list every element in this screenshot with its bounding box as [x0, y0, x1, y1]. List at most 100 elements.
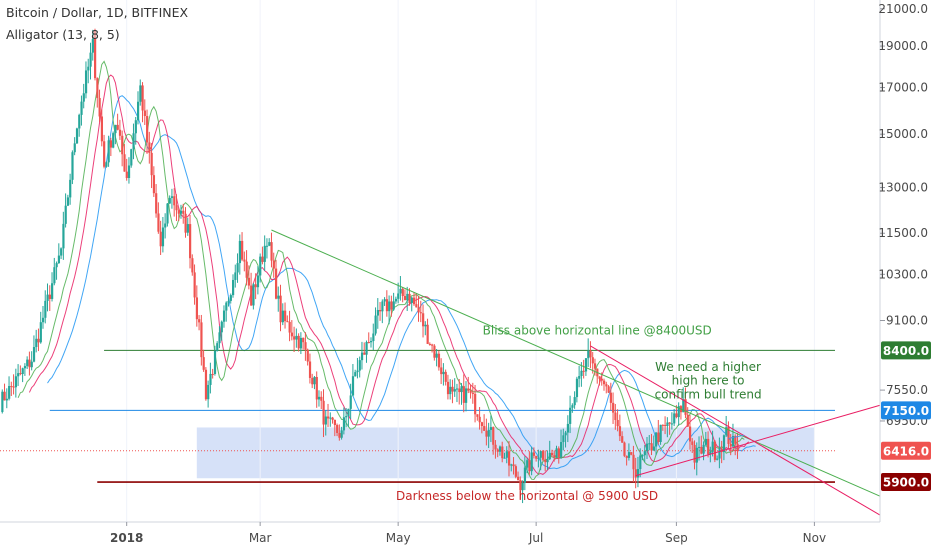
- candle-body[interactable]: [489, 427, 493, 430]
- candle-body[interactable]: [700, 446, 703, 454]
- candle-body[interactable]: [485, 430, 488, 437]
- candle-body[interactable]: [161, 227, 165, 247]
- candle-body[interactable]: [204, 369, 208, 400]
- candle-body[interactable]: [322, 400, 325, 425]
- candle-body[interactable]: [3, 391, 6, 401]
- candle-body[interactable]: [293, 336, 296, 340]
- candle-body[interactable]: [202, 357, 205, 370]
- candle-body[interactable]: [290, 332, 294, 337]
- candle-body[interactable]: [141, 85, 144, 111]
- candle-body[interactable]: [340, 430, 343, 438]
- candle-body[interactable]: [517, 476, 520, 480]
- candle-body[interactable]: [417, 307, 420, 313]
- candle-body[interactable]: [107, 140, 110, 163]
- candle-body[interactable]: [213, 350, 217, 374]
- candle-body[interactable]: [412, 297, 416, 305]
- candle-body[interactable]: [507, 451, 511, 466]
- candle-body[interactable]: [496, 449, 499, 452]
- candle-body[interactable]: [75, 128, 79, 144]
- candle-body[interactable]: [363, 352, 366, 355]
- candle-body[interactable]: [336, 424, 339, 433]
- candle-body[interactable]: [645, 443, 649, 452]
- candle-body[interactable]: [10, 385, 13, 387]
- candle-body[interactable]: [94, 39, 97, 79]
- candle-body[interactable]: [471, 392, 475, 394]
- candle-body[interactable]: [69, 179, 72, 198]
- candle-body[interactable]: [245, 261, 248, 278]
- candle-body[interactable]: [112, 133, 115, 148]
- candle-body[interactable]: [225, 302, 228, 311]
- candle-body[interactable]: [532, 452, 536, 456]
- candle-body[interactable]: [243, 259, 246, 262]
- candle-body[interactable]: [655, 432, 658, 447]
- candle-body[interactable]: [675, 413, 678, 418]
- candle-body[interactable]: [707, 438, 710, 455]
- candle-body[interactable]: [668, 422, 671, 424]
- candle-body[interactable]: [331, 417, 334, 420]
- candle-body[interactable]: [116, 124, 119, 130]
- candle-body[interactable]: [159, 231, 162, 247]
- candle-body[interactable]: [627, 452, 631, 458]
- candle-body[interactable]: [612, 402, 615, 413]
- candle-body[interactable]: [562, 435, 565, 443]
- trendline[interactable]: [635, 404, 881, 477]
- candle-body[interactable]: [435, 353, 438, 358]
- candle-body[interactable]: [320, 396, 323, 401]
- trendline[interactable]: [590, 345, 881, 516]
- price-label-badge[interactable]: [881, 441, 931, 460]
- candle-body[interactable]: [632, 454, 635, 470]
- candle-body[interactable]: [342, 417, 346, 431]
- candle-body[interactable]: [580, 370, 583, 377]
- candle-body[interactable]: [553, 455, 556, 458]
- candle-body[interactable]: [270, 242, 273, 261]
- candle-body[interactable]: [392, 301, 395, 310]
- candle-body[interactable]: [8, 385, 11, 399]
- candle-body[interactable]: [250, 285, 253, 306]
- alligator-lips-line[interactable]: [17, 60, 745, 481]
- candle-body[interactable]: [419, 312, 422, 314]
- trendline[interactable]: [728, 434, 745, 440]
- candle-body[interactable]: [636, 469, 640, 478]
- candle-body[interactable]: [431, 344, 434, 346]
- candle-body[interactable]: [327, 416, 330, 419]
- candle-body[interactable]: [704, 438, 708, 445]
- candle-body[interactable]: [476, 414, 479, 417]
- candle-body[interactable]: [383, 299, 386, 302]
- candle-body[interactable]: [55, 263, 58, 268]
- candle-body[interactable]: [498, 446, 502, 452]
- candle-body[interactable]: [170, 196, 174, 198]
- candle-body[interactable]: [555, 448, 558, 458]
- candle-body[interactable]: [379, 309, 382, 312]
- candle-body[interactable]: [571, 405, 574, 408]
- candle-body[interactable]: [424, 324, 427, 327]
- candle-body[interactable]: [503, 457, 506, 459]
- candle-body[interactable]: [286, 321, 289, 323]
- candle-body[interactable]: [37, 338, 40, 343]
- candle-body[interactable]: [315, 376, 318, 400]
- candle-body[interactable]: [465, 388, 468, 403]
- candle-body[interactable]: [657, 432, 660, 443]
- candle-body[interactable]: [30, 361, 33, 368]
- candle-body[interactable]: [189, 224, 192, 259]
- candle-body[interactable]: [673, 413, 676, 424]
- candle-body[interactable]: [313, 376, 316, 385]
- candle-body[interactable]: [247, 277, 251, 286]
- candle-body[interactable]: [329, 417, 332, 419]
- candle-body[interactable]: [666, 422, 669, 426]
- candle-body[interactable]: [222, 310, 226, 322]
- candle-body[interactable]: [268, 242, 271, 246]
- candle-body[interactable]: [218, 332, 221, 344]
- candle-body[interactable]: [91, 39, 94, 53]
- candle-body[interactable]: [591, 357, 594, 364]
- candle-body[interactable]: [365, 342, 368, 355]
- candle-body[interactable]: [652, 446, 655, 451]
- candle-body[interactable]: [460, 386, 463, 393]
- candle-body[interactable]: [46, 294, 49, 301]
- candle-body[interactable]: [84, 70, 88, 94]
- candle-body[interactable]: [150, 152, 153, 176]
- candle-body[interactable]: [17, 373, 20, 377]
- candle-body[interactable]: [358, 360, 361, 371]
- candle-body[interactable]: [446, 381, 450, 395]
- candle-body[interactable]: [598, 376, 601, 379]
- candle-body[interactable]: [716, 458, 719, 460]
